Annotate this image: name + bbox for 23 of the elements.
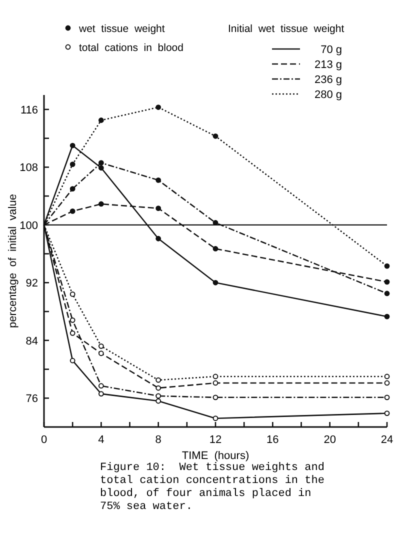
text: wet tissue weight: [78, 23, 165, 35]
caption: Figure 10: Wet tissue weights and total cation concentrations in the blood, of four animals placed in 75% sea water.: [100, 462, 324, 513]
x-tick-label: 16: [266, 434, 279, 446]
text: total cations in blood: [79, 42, 184, 54]
legend-label: 70 g: [320, 44, 342, 56]
legend-label: 213 g: [314, 59, 342, 71]
x-tick-label: 4: [98, 434, 104, 446]
x-tick-label: 8: [155, 434, 162, 446]
x-axis-title: TIME (hours): [182, 450, 250, 462]
y-tick-label: 108: [20, 162, 38, 174]
legend-title: Initial wet tissue weight: [228, 23, 344, 35]
x-tick-label: 12: [209, 434, 222, 446]
y-tick-label: 84: [26, 335, 38, 348]
x-tick-label: 20: [324, 434, 336, 446]
y-axis-title: percentage of initial value: [7, 194, 19, 328]
y-tick-label: 76: [26, 393, 38, 406]
x-tick-label: 24: [380, 434, 394, 446]
y-tick-label: 92: [26, 278, 38, 290]
legend-label: 236 g: [314, 74, 342, 86]
y-tick-label: 100: [20, 220, 38, 232]
y-tick-label: 116: [20, 104, 38, 116]
legend-label: 280 g: [314, 89, 342, 101]
x-tick-label: 0: [40, 434, 48, 446]
